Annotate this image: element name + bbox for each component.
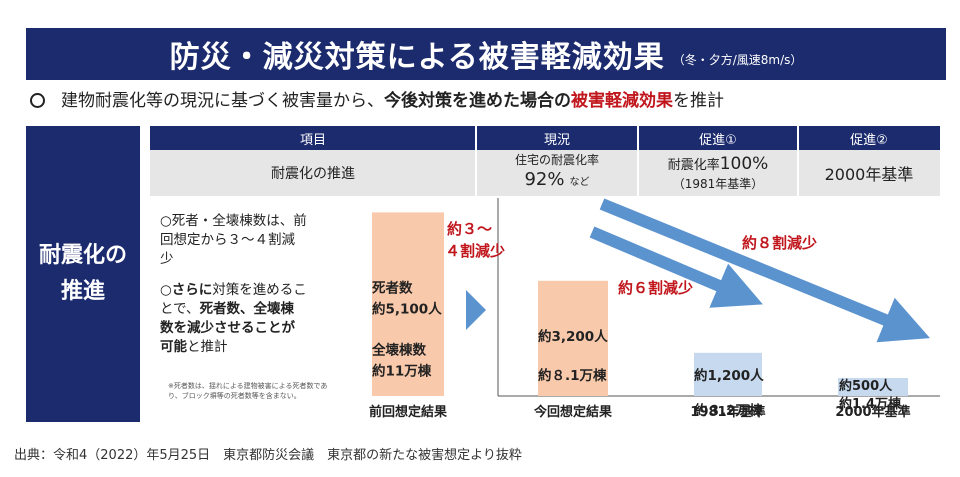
source-citation: 出典：令和4（2022）年5月25日 東京都防災会議 東京都の新たな被害想定より… (14, 448, 522, 463)
category-label-current: 今回想定結果 (533, 404, 612, 420)
bar-current (538, 280, 608, 396)
bullet-circle-icon (30, 93, 45, 108)
note-paragraph-2: ○さらに対策を進めるこ とで、死者数、全壊棟 数を減少させることが 可能と推計 (160, 281, 348, 357)
title-bar: 防災・減災対策による被害軽減効果 （冬・夕方/風速8m/s） (26, 28, 946, 80)
annotation-reduce-8: 約８割減少 (742, 234, 817, 252)
title: 防災・減災対策による被害軽減効果 （冬・夕方/風速8m/s） (26, 28, 946, 80)
bar-label-previous-0: 死者数 (371, 279, 413, 296)
bar-label-1981-0: 約1,200人 (694, 367, 764, 384)
cell-current-value: 92% (524, 168, 565, 190)
footnote: ※死者数は、揺れによる建物被害による死者数であり、ブロック塀等の死者数等を含まな… (168, 382, 328, 400)
cell-promo1-value: 100% (719, 154, 769, 174)
header-promo2: 促進② (798, 126, 940, 150)
summary-part1: 建物耐震化等の現況に基づく被害量から、 (61, 91, 384, 111)
note-2-bold-a: さらに (171, 282, 213, 298)
summary-line: 建物耐震化等の現況に基づく被害量から、今後対策を進めた場合の被害軽減効果を推計 (30, 86, 930, 116)
cell-current-line1: 住宅の耐震化率 (514, 152, 599, 167)
bar-label-2000-1: 約1.4万棟 (839, 396, 902, 412)
bar-previous (372, 212, 444, 396)
header-promo1: 促進① (638, 126, 798, 150)
note-1-line1: ○死者・全壊棟数は、前 (160, 213, 307, 229)
annotation-reduce-6: 約６割減少 (618, 279, 693, 297)
category-label-previous: 前回想定結果 (369, 404, 447, 420)
cell-current-line2: 92% など (524, 168, 589, 195)
bar-label-previous-2: 全壊棟数 (371, 341, 426, 358)
cell-current: 住宅の耐震化率 92% など (476, 150, 638, 196)
note-2-line3: 数を減少させることが (160, 319, 348, 338)
note-2-line2: とで、死者数、全壊棟 (160, 300, 348, 319)
bar-label-2000-0: 約500人 (839, 378, 893, 394)
note-1-line3: 少 (160, 251, 174, 267)
cell-promo2-text: 2000年基準 (824, 165, 914, 184)
cell-promo2: 2000年基準 (798, 150, 940, 196)
category-label-2000: 2000年基準 (835, 404, 910, 420)
summary-part3: 被害軽減効果 (571, 91, 673, 111)
note-2-bold-g: 可能 (160, 339, 187, 355)
category-label-line1: 耐震化の (38, 243, 127, 268)
reduction-arrow-2000 (599, 198, 930, 343)
note-2-line4: 可能と推計 (160, 338, 348, 357)
note-2-bullet: ○ (160, 282, 172, 298)
annotation-reduce-34-line2: ４割減少 (445, 242, 505, 260)
category-label-box: 耐震化の 推進 (26, 126, 140, 422)
reduction-arrow-1981 (589, 226, 763, 308)
cell-current-suffix: など (569, 176, 590, 188)
note-2-text-d: とで、 (160, 301, 200, 317)
note-paragraph-1: ○死者・全壊棟数は、前 回想定から３～４割減 少 (160, 212, 348, 269)
note-2-text-c: 対策を進めるこ (212, 282, 307, 298)
bar-label-previous-1: 約5,100人 (372, 300, 442, 317)
bar-1981 (694, 352, 762, 396)
cell-promo1-sub: （1981年基準） (672, 177, 764, 191)
annotation-reduce-34-line1: 約３～ (447, 220, 492, 238)
bar-label-current-1: 約８.1万棟 (538, 367, 607, 384)
note-1-line2: 回想定から３～４割減 (160, 232, 295, 248)
cell-promo1-line1: 耐震化率100% (668, 154, 769, 176)
bar-label-1981-1: 約３.2万棟 (694, 402, 763, 419)
summary-part2: 今後対策を進めた場合の (384, 91, 571, 111)
note-2-bold-e: 死者数、全壊棟 (199, 301, 295, 317)
table-row (150, 150, 940, 196)
cell-item: 耐震化の推進 (150, 150, 476, 196)
chevron-right-icon (466, 290, 486, 330)
bar-label-previous-3: 約11万棟 (372, 362, 432, 379)
note-2-text-h: と推計 (187, 339, 228, 355)
category-label-1981: 1981年基準 (690, 404, 765, 420)
table-divider (475, 126, 477, 196)
note-2-line1: ○さらに対策を進めるこ (160, 281, 348, 300)
table-divider (797, 126, 799, 196)
cell-promo1-prefix: 耐震化率 (667, 158, 720, 173)
cell-item-text: 耐震化の推進 (271, 166, 355, 182)
summary-part4: を推計 (673, 91, 724, 111)
header-current: 現況 (476, 126, 638, 150)
bar-label-current-0: 約3,200人 (538, 328, 608, 345)
table-divider (637, 126, 639, 196)
title-main: 防災・減災対策による被害軽減効果 (169, 40, 665, 75)
cell-promo1: 耐震化率100% （1981年基準） (638, 150, 798, 196)
note-2-bold-f: 数を減少させることが (160, 320, 295, 336)
title-sub: （冬・夕方/風速8m/s） (672, 52, 803, 67)
bar-2000 (838, 378, 908, 396)
notes: ○死者・全壊棟数は、前 回想定から３～４割減 少 ○さらに対策を進めるこ とで、… (160, 212, 348, 369)
category-label-line2: 推進 (60, 279, 105, 304)
header-item: 項目 (150, 126, 476, 150)
